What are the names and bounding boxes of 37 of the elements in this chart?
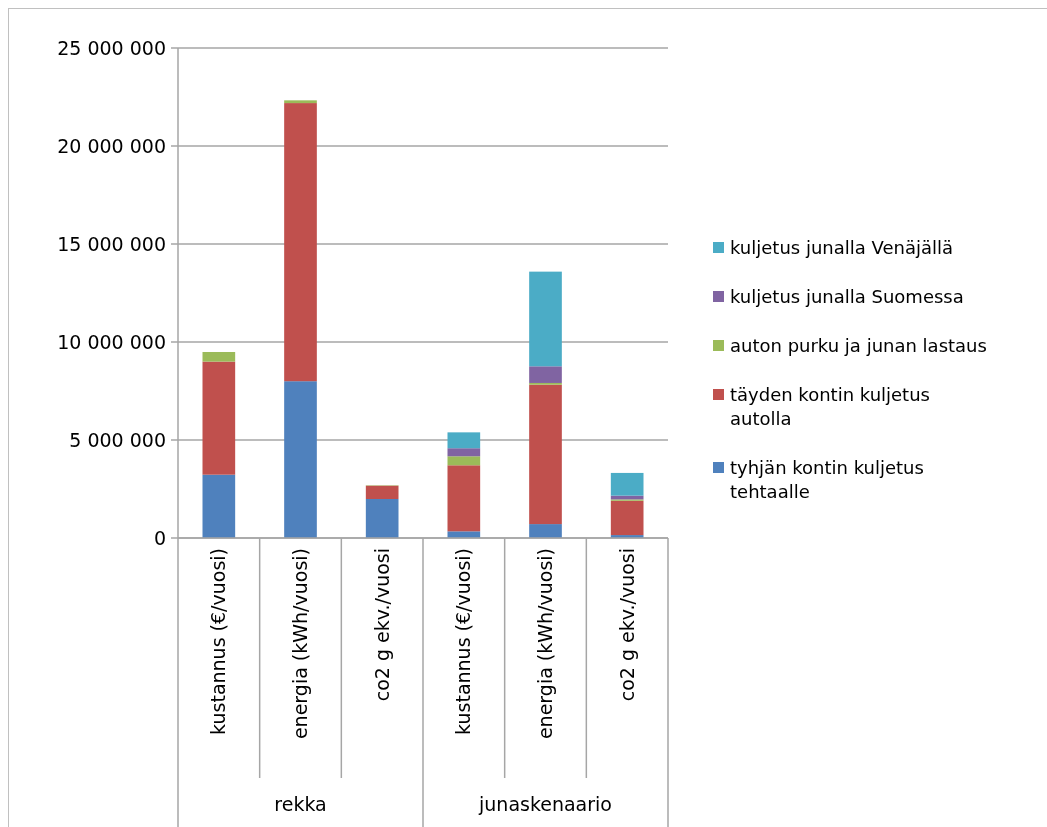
y-tick-label: 20 000 000 <box>57 134 166 157</box>
bar <box>610 500 644 536</box>
bar <box>365 485 399 499</box>
bar <box>202 352 236 362</box>
legend-label: täyden kontin kuljetus autolla <box>730 384 930 430</box>
bar <box>447 432 481 449</box>
bar <box>202 361 236 475</box>
bar <box>284 103 317 382</box>
legend-label: auton purku ja junan lastaus <box>730 335 987 357</box>
legend-label: kuljetus junalla Venäjällä <box>730 237 954 259</box>
bar <box>529 366 562 383</box>
x-tick-label: co2 g ekv./vuosi <box>615 548 638 702</box>
bar <box>284 381 317 538</box>
bar <box>202 474 236 538</box>
bar <box>529 524 562 538</box>
bar <box>365 499 399 538</box>
text: junaskenaario <box>478 793 612 815</box>
text: rekka <box>274 793 327 815</box>
bar <box>529 271 562 367</box>
bar <box>529 384 562 525</box>
y-tick-label: 10 000 000 <box>57 330 166 353</box>
bar <box>284 100 317 104</box>
x-tick-label: co2 g ekv./vuosi <box>370 548 393 702</box>
y-tick-label: 25 000 000 <box>57 36 166 59</box>
y-tick-label: 0 <box>153 526 166 549</box>
bar <box>447 456 481 466</box>
bar <box>610 472 644 496</box>
x-tick-label: energia (kWh/vuosi) <box>534 548 557 740</box>
x-tick-label: kustannus (€/vuosi) <box>452 548 475 735</box>
bar <box>447 448 481 457</box>
legend-label: tyhjän kontin kuljetus tehtaalle <box>730 457 924 503</box>
bar <box>447 465 481 532</box>
y-tick-label: 5 000 000 <box>69 428 166 451</box>
legend-label: kuljetus junalla Suomessa <box>730 286 964 308</box>
y-tick-label: 15 000 000 <box>57 232 166 255</box>
x-tick-label: kustannus (€/vuosi) <box>207 548 230 735</box>
x-tick-label: energia (kWh/vuosi) <box>289 548 312 740</box>
